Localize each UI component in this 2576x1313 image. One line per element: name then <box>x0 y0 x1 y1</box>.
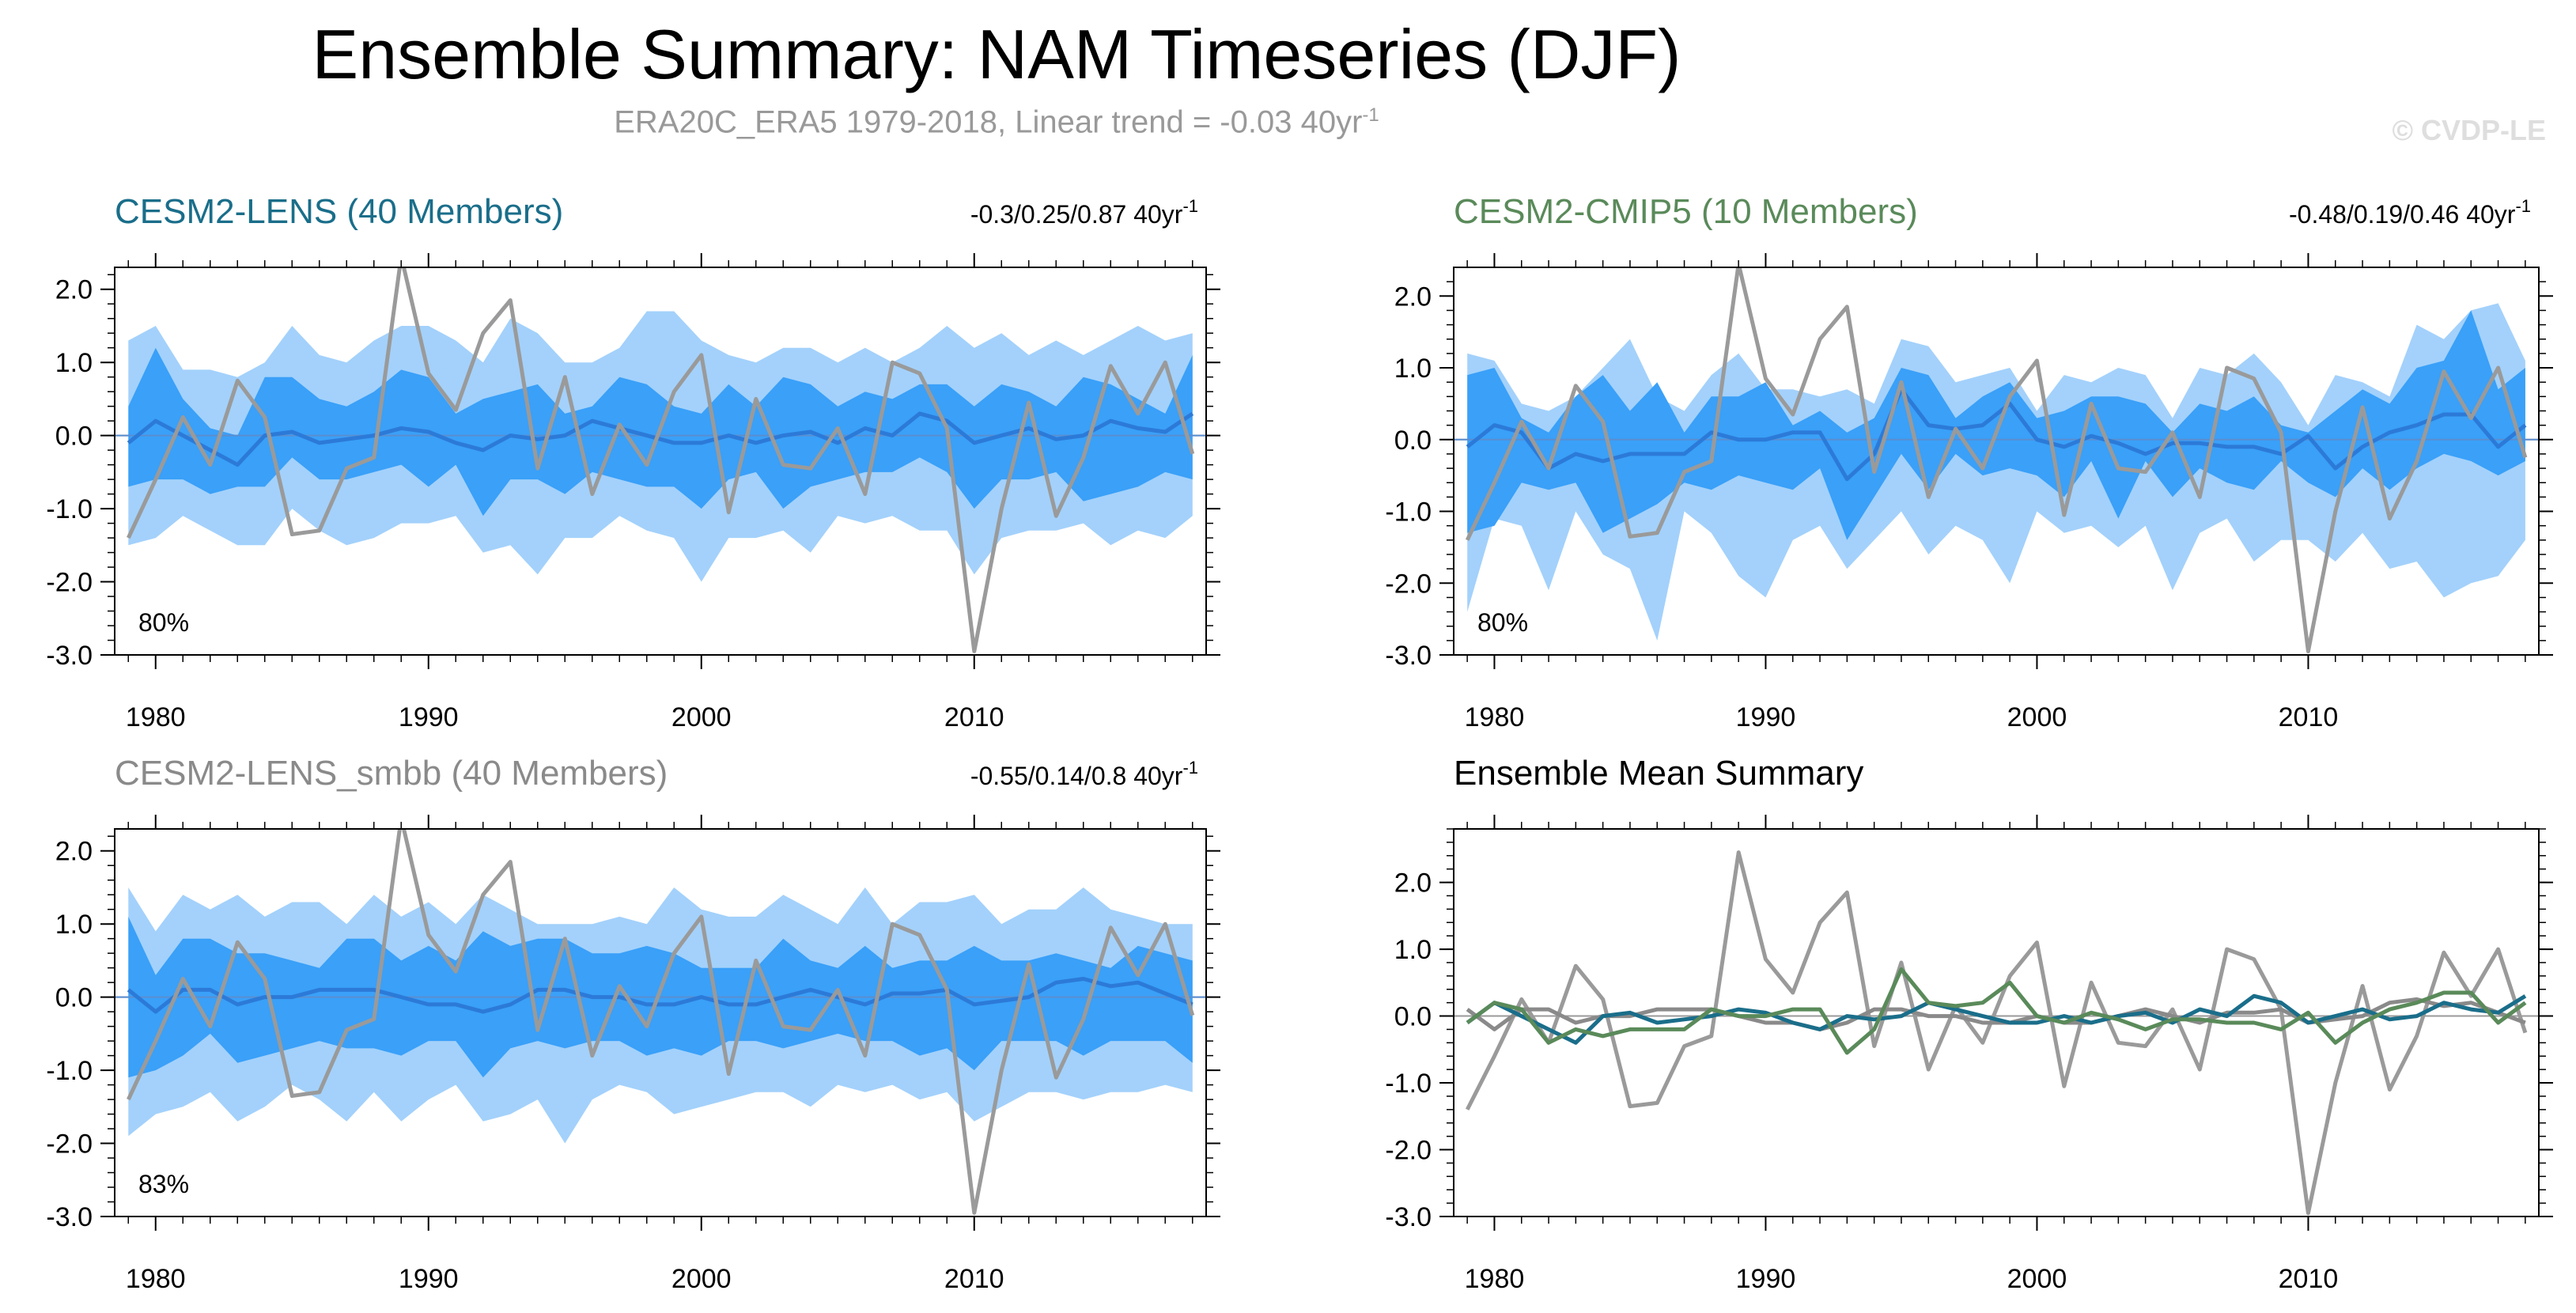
plot-frame <box>114 828 1207 1217</box>
y-tick-label: 1.0 <box>1394 354 1432 384</box>
y-tick-label: 0.0 <box>1394 1002 1432 1032</box>
inner-spread-band <box>1467 310 2525 540</box>
panel-stats: -0.3/0.25/0.87 40yr-1 <box>970 196 1198 229</box>
panel-summary: Ensemble Mean Summary 2.0 1.0 0.0 -1.0 -2.0 -3… <box>1385 754 2553 1294</box>
stats-exponent: -1 <box>2515 196 2531 216</box>
plot-frame <box>1453 267 2540 656</box>
plot-area <box>115 267 1206 653</box>
panel-smbb: CESM2-LENS_smbb (40 Members) -0.55/0.14/0… <box>46 754 1220 1294</box>
y-tick-label: 0.0 <box>55 983 93 1013</box>
subtitle-exponent: -1 <box>1362 104 1379 126</box>
y-tick-label: -1.0 <box>1385 1069 1432 1099</box>
observed-line <box>127 267 1195 653</box>
plot-area <box>1454 267 2539 653</box>
panel-stats: -0.48/0.19/0.46 40yr-1 <box>2289 196 2531 229</box>
y-tick-label: 2.0 <box>55 275 93 305</box>
panel-title: CESM2-LENS (40 Members) <box>115 192 563 231</box>
x-tick-label: 2000 <box>2007 702 2067 732</box>
y-tick-label: 1.0 <box>55 910 93 940</box>
y-tick-label: -1.0 <box>46 494 93 524</box>
y-tick-label: -3.0 <box>1385 641 1432 671</box>
x-tick-label: 1980 <box>126 702 186 732</box>
panel-stats: -0.55/0.14/0.8 40yr-1 <box>970 758 1198 790</box>
stats-exponent: -1 <box>1182 196 1198 216</box>
stats-value: -0.48/0.19/0.46 40yr <box>2289 200 2516 229</box>
x-tick-label: 1990 <box>1736 1264 1796 1294</box>
x-tick-label: 2010 <box>2279 1264 2339 1294</box>
percent-annotation: 80% <box>138 608 189 637</box>
x-tick-label: 1980 <box>1465 702 1525 732</box>
x-tick-label: 2000 <box>2007 1264 2067 1294</box>
y-tick-label: -3.0 <box>46 1202 93 1232</box>
plot-area <box>1454 850 2539 1216</box>
panel-title: CESM2-LENS_smbb (40 Members) <box>115 754 668 793</box>
y-tick-label: -2.0 <box>46 568 93 598</box>
y-tick-label: 1.0 <box>55 348 93 378</box>
panel-cmip5: CESM2-CMIP5 (10 Members) -0.48/0.19/0.46 … <box>1385 192 2553 732</box>
percent-annotation: 83% <box>138 1170 189 1198</box>
chart-main-title: Ensemble Summary: NAM Timeseries (DJF) <box>312 15 1681 93</box>
x-tick-label: 2010 <box>944 1264 1004 1294</box>
ensemble-mean-line <box>127 411 1194 467</box>
y-tick-label: -3.0 <box>46 641 93 671</box>
y-tick-label: -1.0 <box>46 1056 93 1086</box>
observed-line <box>127 829 1195 1215</box>
outer-spread-band <box>1467 303 2525 641</box>
stats-value: -0.3/0.25/0.87 40yr <box>970 200 1183 229</box>
y-tick-label: -2.0 <box>1385 569 1432 599</box>
x-tick-label: 1990 <box>399 702 459 732</box>
y-tick-label: 2.0 <box>1394 868 1432 899</box>
subtitle-text: ERA20C_ERA5 1979-2018, Linear trend = -0… <box>614 104 1363 140</box>
x-tick-label: 1990 <box>1736 702 1796 732</box>
y-tick-label: -1.0 <box>1385 498 1432 528</box>
y-tick-label: 2.0 <box>55 837 93 867</box>
stats-value: -0.55/0.14/0.8 40yr <box>970 762 1183 790</box>
plot-frame <box>1453 828 2540 1217</box>
y-tick-label: -3.0 <box>1385 1202 1432 1232</box>
observed-line <box>1465 267 2528 653</box>
observed-line <box>1465 850 2528 1216</box>
lens-mean-line <box>1466 993 2527 1045</box>
panel-lens: CESM2-LENS (40 Members) -0.3/0.25/0.87 40… <box>46 192 1220 732</box>
x-tick-label: 2000 <box>671 702 732 732</box>
y-tick-label: -2.0 <box>1385 1136 1432 1166</box>
percent-annotation: 80% <box>1477 608 1528 637</box>
cmip5-mean-line <box>1466 967 2527 1055</box>
x-tick-label: 1980 <box>126 1264 186 1294</box>
y-tick-label: 0.0 <box>55 422 93 452</box>
y-tick-label: 0.0 <box>1394 426 1432 456</box>
panel-title: Ensemble Mean Summary <box>1454 754 1863 793</box>
x-tick-label: 2000 <box>671 1264 732 1294</box>
x-tick-label: 1990 <box>399 1264 459 1294</box>
ensemble-mean-line <box>127 977 1193 1014</box>
plot-frame <box>114 267 1207 656</box>
plot-area <box>115 829 1206 1215</box>
stats-exponent: -1 <box>1182 758 1198 778</box>
x-tick-label: 2010 <box>2279 702 2339 732</box>
panel-title: CESM2-CMIP5 (10 Members) <box>1454 192 1918 231</box>
y-tick-label: 2.0 <box>1394 282 1432 312</box>
chart-subtitle: ERA20C_ERA5 1979-2018, Linear trend = -0… <box>0 104 1993 140</box>
cvdp-watermark: © CVDP-LE <box>2392 114 2546 146</box>
smbb-mean-line <box>1466 997 2526 1031</box>
x-tick-label: 1980 <box>1465 1264 1525 1294</box>
y-tick-label: 1.0 <box>1394 935 1432 965</box>
x-tick-label: 2010 <box>944 702 1004 732</box>
y-tick-label: -2.0 <box>46 1129 93 1160</box>
